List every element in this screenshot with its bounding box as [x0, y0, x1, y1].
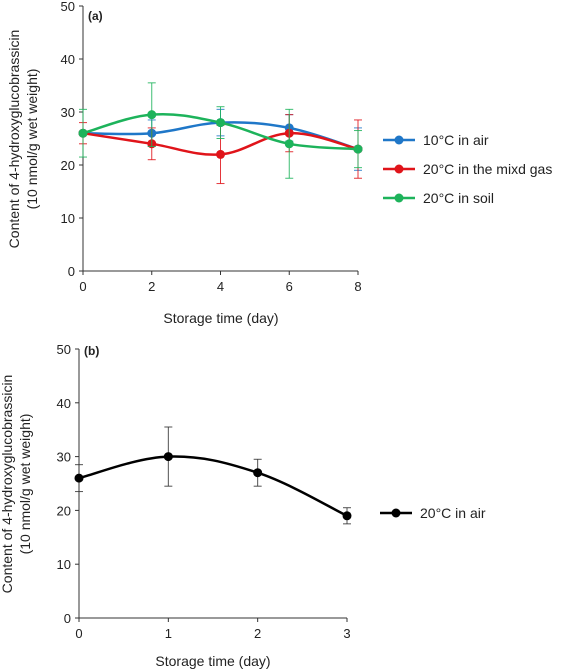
y-tick-label: 10: [57, 557, 71, 572]
y-axis-title-line2: (10 nmol/g wet weight): [17, 414, 33, 555]
x-tick-label: 3: [343, 626, 350, 641]
data-point: [78, 128, 88, 138]
legend-marker: [394, 193, 404, 203]
y-tick-label: 30: [61, 105, 75, 120]
y-tick-label: 50: [57, 342, 71, 357]
legend: 10°C in air 20°C in the mixd gas 20°C in s…: [383, 132, 552, 206]
y-tick-label: 30: [57, 450, 71, 465]
y-tick-label: 0: [64, 611, 71, 626]
series-line: [78, 455, 348, 517]
x-tick-label: 1: [165, 626, 172, 641]
y-tick-label: 20: [61, 158, 75, 173]
y-tick-label: 10: [61, 211, 75, 226]
legend-label: 10°C in air: [423, 132, 489, 148]
y-tick-label: 40: [57, 396, 71, 411]
data-point: [74, 473, 84, 483]
data-point: [253, 468, 263, 478]
x-tick-label: 2: [148, 279, 155, 294]
y-axis-title-line1: Content of 4-hydroxyglucobrassicin: [6, 30, 22, 249]
legend-label: 20°C in the mixd gas: [423, 161, 552, 177]
y-tick-label: 40: [61, 52, 75, 67]
panel-label: (a): [88, 9, 103, 23]
plot-area: 0 10 20 30 40 50 0 2 4 6 8: [61, 0, 363, 294]
x-axis-title: Storage time (day): [163, 310, 278, 326]
x-tick-label: 2: [254, 626, 261, 641]
data-point: [216, 118, 225, 128]
x-tick-label: 0: [75, 626, 82, 641]
x-tick-label: 6: [286, 279, 293, 294]
y-tick-label: 50: [61, 0, 75, 14]
y-tick-label: 0: [68, 264, 75, 279]
x-tick-label: 4: [217, 279, 224, 294]
data-point: [216, 149, 225, 159]
data-point: [147, 110, 157, 120]
panel-label: (b): [84, 344, 99, 358]
data-point: [163, 452, 173, 462]
legend: 20°C in air: [380, 505, 486, 521]
x-tick-label: 8: [354, 279, 361, 294]
data-point: [353, 144, 363, 154]
data-point: [284, 139, 294, 149]
y-axis-title-line2: (10 nmol/g wet weight): [24, 69, 40, 210]
y-tick-label: 20: [57, 503, 71, 518]
legend-marker: [391, 508, 401, 518]
legend-marker: [394, 164, 404, 174]
plot-area: 0 10 20 30 40 50 0 1 2 3: [57, 342, 352, 641]
x-tick-label: 0: [79, 279, 86, 294]
data-point: [342, 511, 352, 521]
y-axis-title-line1: Content of 4-hydroxyglucobrassicin: [0, 375, 15, 594]
legend-label: 20°C in air: [420, 505, 486, 521]
x-axis-title: Storage time (day): [155, 653, 270, 669]
panel-b: Content of 4-hydroxyglucobrassicin (10 n…: [0, 342, 486, 669]
legend-marker: [394, 135, 404, 145]
legend-label: 20°C in soil: [423, 190, 494, 206]
panel-a: Content of 4-hydroxyglucobrassicin (10 n…: [6, 0, 552, 326]
